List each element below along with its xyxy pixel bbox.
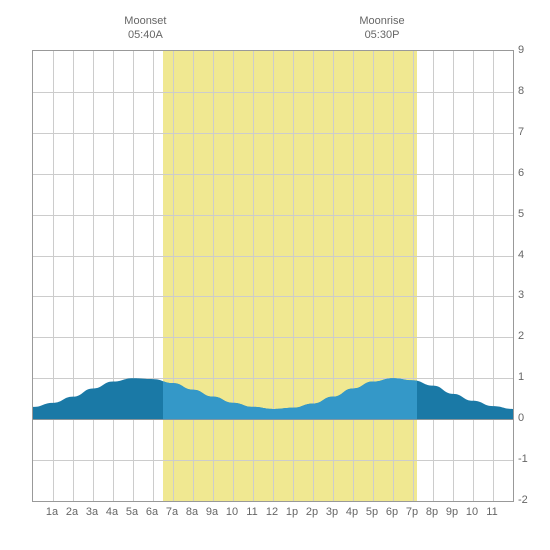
annotation-label: Moonset [124,14,166,28]
plot-area [32,50,514,502]
y-axis-label: 8 [518,85,524,97]
x-axis-label: 9a [206,506,218,518]
x-axis-label: 12 [266,506,278,518]
x-axis-label: 2a [66,506,78,518]
x-axis-label: 5p [366,506,378,518]
x-axis-label: 11 [246,506,257,518]
x-axis-label: 5a [126,506,138,518]
x-axis-label: 7p [406,506,418,518]
x-axis-label: 11 [486,506,497,518]
y-axis-label: 6 [518,167,524,179]
x-axis-label: 1p [286,506,298,518]
x-axis-label: 10 [226,506,238,518]
moon-annotation: Moonrise05:30P [359,14,404,43]
x-axis-label: 1a [46,506,58,518]
y-axis-label: 0 [518,412,524,424]
x-axis-label: 8p [426,506,438,518]
annotation-time: 05:30P [359,28,404,42]
y-axis-label: 2 [518,330,524,342]
x-axis-label: 7a [166,506,178,518]
y-axis-label: 4 [518,249,524,261]
moon-annotation: Moonset05:40A [124,14,166,43]
x-axis-label: 2p [306,506,318,518]
tide-chart: 1a2a3a4a5a6a7a8a9a1011121p2p3p4p5p6p7p8p… [0,0,550,550]
x-axis-label: 4a [106,506,118,518]
y-axis-label: 7 [518,126,524,138]
x-axis-label: 10 [466,506,478,518]
x-axis-label: 9p [446,506,458,518]
x-axis-label: 3p [326,506,338,518]
tide-curve [33,51,513,501]
x-axis-label: 3a [86,506,98,518]
x-axis-label: 8a [186,506,198,518]
y-axis-label: 9 [518,44,524,56]
y-axis-label: -1 [518,453,528,465]
y-axis-label: 5 [518,208,524,220]
annotation-time: 05:40A [124,28,166,42]
annotation-label: Moonrise [359,14,404,28]
x-axis-label: 6a [146,506,158,518]
x-axis-label: 4p [346,506,358,518]
y-axis-label: 3 [518,289,524,301]
x-axis-label: 6p [386,506,398,518]
y-axis-label: 1 [518,371,524,383]
y-axis-label: -2 [518,494,528,506]
